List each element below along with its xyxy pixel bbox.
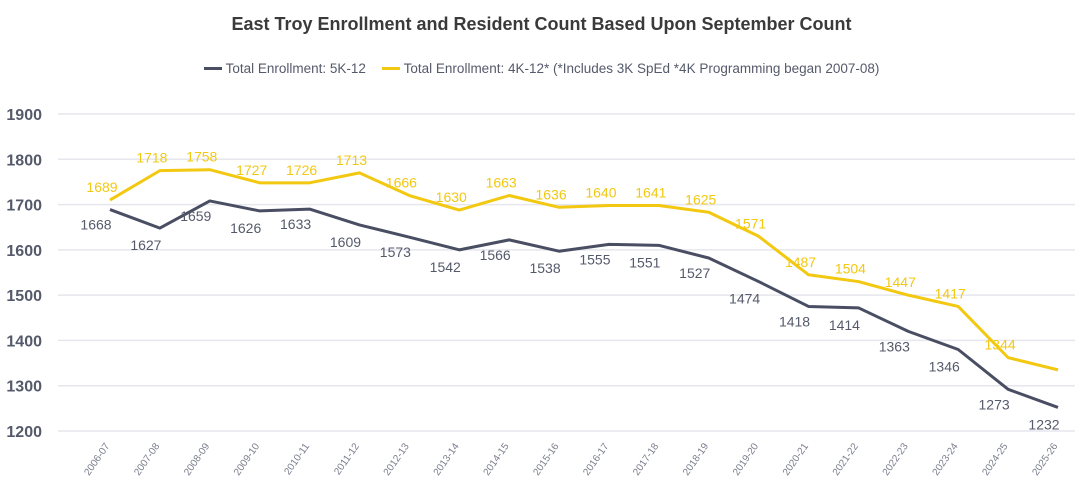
data-label: 1663	[486, 175, 517, 191]
x-tick-label: 2018-19	[681, 441, 711, 478]
y-tick-label: 1400	[6, 333, 42, 350]
x-tick-label: 2007-08	[132, 441, 162, 478]
data-label: 1659	[180, 208, 211, 224]
data-label: 1718	[136, 150, 167, 166]
x-tick-label: 2020-21	[781, 441, 811, 478]
data-label: 1417	[935, 285, 966, 301]
legend-label: Total Enrollment: 5K-12	[225, 61, 366, 76]
data-label: 1726	[286, 162, 317, 178]
chart-title: East Troy Enrollment and Resident Count …	[231, 14, 852, 34]
data-label: 1640	[585, 184, 616, 200]
x-tick-label: 2017-18	[631, 441, 661, 478]
data-label: 1487	[785, 254, 816, 270]
data-label: 1571	[735, 215, 766, 231]
data-label: 1609	[330, 234, 361, 250]
x-tick-label: 2024-25	[981, 441, 1011, 478]
data-label: 1636	[535, 186, 566, 202]
data-label: 1346	[929, 358, 960, 374]
data-label: 1689	[86, 179, 117, 195]
series-line-5k12	[109, 199, 1059, 409]
data-label: 1626	[230, 220, 261, 236]
x-tick-label: 2011-12	[332, 441, 362, 477]
x-tick-label: 2006-07	[82, 441, 112, 478]
y-tick-label: 1300	[6, 379, 42, 396]
data-label: 1504	[835, 261, 866, 277]
x-tick-label: 2016-17	[581, 441, 611, 478]
data-label: 1758	[186, 149, 217, 165]
x-tick-label: 2009-10	[232, 441, 262, 478]
x-tick-label: 2019-20	[731, 441, 761, 478]
data-label: 1627	[130, 237, 161, 253]
data-label: 1474	[729, 291, 760, 307]
x-tick-label: 2015-16	[531, 441, 561, 478]
y-tick-label: 1600	[6, 243, 42, 260]
data-label: 1566	[480, 247, 511, 263]
data-label: 1633	[280, 216, 311, 232]
y-tick-label: 1800	[6, 152, 42, 169]
data-label: 1538	[529, 260, 560, 276]
data-label: 1232	[1028, 416, 1059, 432]
data-label: 1668	[80, 217, 111, 233]
x-tick-label: 2022-23	[881, 441, 911, 478]
data-label: 1418	[779, 313, 810, 329]
x-tick-label: 2010-11	[282, 441, 312, 477]
y-tick-label: 1200	[6, 424, 42, 441]
x-tick-label: 2025-26	[1030, 441, 1060, 478]
y-tick-label: 1500	[6, 288, 42, 305]
data-label: 1727	[236, 162, 267, 178]
y-tick-label: 1700	[6, 198, 42, 215]
data-label: 1555	[579, 251, 610, 267]
x-tick-label: 2008-09	[182, 441, 212, 478]
y-tick-label: 1900	[6, 107, 42, 124]
legend-swatch	[203, 67, 222, 70]
legend-item-4k12[interactable]: Total Enrollment: 4K-12* (*Includes 3K S…	[381, 61, 880, 76]
legend: Total Enrollment: 5K-12 Total Enrollment…	[0, 58, 1083, 76]
data-label: 1273	[979, 396, 1010, 412]
data-label: 1625	[685, 191, 716, 207]
legend-item-5k12[interactable]: Total Enrollment: 5K-12	[203, 61, 366, 76]
data-label: 1573	[380, 244, 411, 260]
data-label: 1527	[679, 265, 710, 281]
data-label: 1447	[885, 274, 916, 290]
data-label: 1666	[386, 175, 417, 191]
data-label: 1414	[829, 317, 860, 333]
data-label: 1344	[985, 337, 1016, 353]
x-tick-label: 2023-24	[931, 441, 961, 478]
data-label: 1363	[879, 338, 910, 354]
data-label: 1542	[430, 259, 461, 275]
data-label: 1551	[629, 254, 660, 270]
x-tick-label: 2013-14	[432, 441, 462, 478]
x-tick-label: 2012-13	[382, 441, 412, 478]
data-label: 1713	[336, 152, 367, 168]
legend-swatch	[381, 67, 400, 70]
x-tick-label: 2021-22	[831, 441, 861, 478]
series-line-4k12	[109, 168, 1059, 372]
legend-label: Total Enrollment: 4K-12* (*Includes 3K S…	[403, 61, 880, 76]
data-label: 1641	[635, 184, 666, 200]
data-label: 1630	[436, 189, 467, 205]
x-tick-label: 2014-15	[482, 441, 512, 478]
